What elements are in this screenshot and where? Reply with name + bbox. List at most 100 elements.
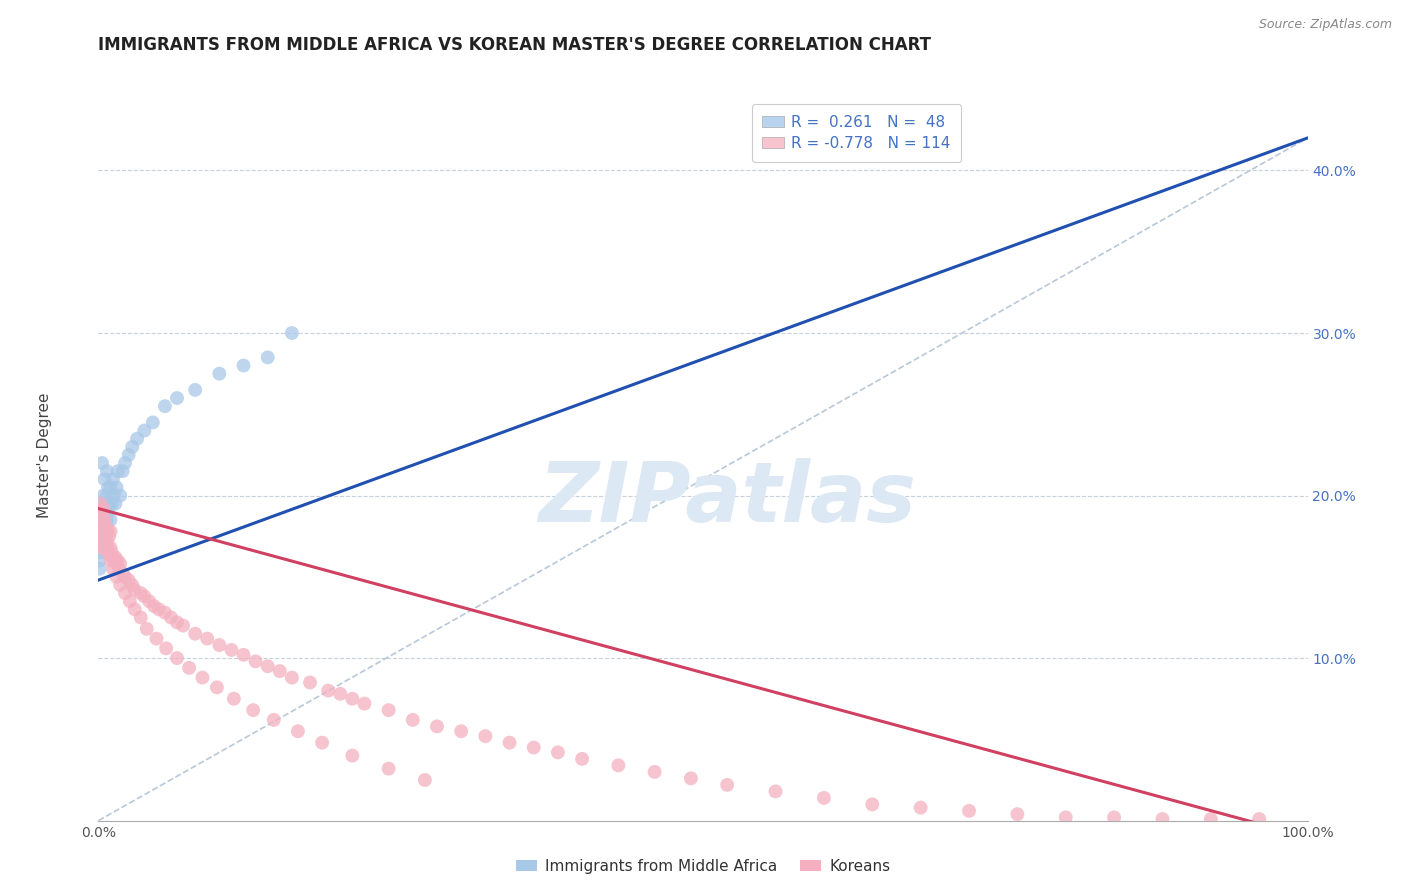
Point [98, 529, 121, 543]
Point [90, 524, 112, 539]
Point [232, 359, 254, 373]
Point [97, 505, 120, 519]
Point [89, 562, 111, 576]
Point [101, 472, 124, 486]
Point [98, 497, 121, 511]
Point [208, 367, 231, 381]
Point [108, 557, 131, 571]
Point [103, 489, 125, 503]
Point [191, 671, 214, 685]
Point [100, 480, 122, 494]
Point [91, 534, 114, 549]
Text: IMMIGRANTS FROM MIDDLE AFRICA VS KOREAN MASTER'S DEGREE CORRELATION CHART: IMMIGRANTS FROM MIDDLE AFRICA VS KOREAN … [98, 36, 931, 54]
Point [184, 626, 207, 640]
Point [97, 541, 120, 555]
Point [118, 594, 141, 608]
Point [222, 691, 245, 706]
Point [311, 736, 333, 750]
Point [124, 582, 146, 597]
Point [94, 537, 117, 551]
Point [96, 489, 118, 503]
Point [93, 529, 115, 543]
Point [134, 424, 156, 438]
Point [96, 541, 118, 555]
Point [103, 553, 125, 567]
Point [765, 784, 787, 798]
Point [269, 664, 291, 678]
Point [91, 529, 114, 543]
Point [135, 622, 157, 636]
Point [100, 553, 122, 567]
Point [450, 724, 472, 739]
Point [813, 790, 835, 805]
Point [121, 440, 143, 454]
Point [256, 659, 278, 673]
Point [166, 391, 188, 405]
Point [142, 416, 165, 430]
Point [93, 529, 115, 543]
Point [107, 464, 129, 478]
Point [91, 521, 114, 535]
Point [281, 326, 304, 340]
Point [166, 651, 188, 665]
Point [93, 521, 115, 535]
Point [263, 713, 285, 727]
Point [91, 505, 114, 519]
Point [426, 719, 449, 733]
Point [108, 562, 131, 576]
Point [1007, 807, 1029, 822]
Point [129, 610, 152, 624]
Point [96, 513, 118, 527]
Point [90, 505, 112, 519]
Point [111, 566, 134, 581]
Point [93, 541, 115, 555]
Point [377, 762, 399, 776]
Point [93, 513, 115, 527]
Point [91, 517, 114, 532]
Point [94, 497, 117, 511]
Point [377, 703, 399, 717]
Point [89, 537, 111, 551]
Point [342, 691, 364, 706]
Point [108, 578, 131, 592]
Point [523, 740, 546, 755]
Point [96, 521, 118, 535]
Point [1249, 812, 1271, 826]
Point [155, 641, 177, 656]
Point [145, 632, 167, 646]
Point [184, 383, 207, 397]
Point [245, 654, 267, 668]
Point [134, 590, 156, 604]
Point [316, 683, 339, 698]
Point [547, 745, 569, 759]
Point [97, 480, 120, 494]
Point [957, 804, 980, 818]
Point [91, 513, 114, 527]
Point [108, 489, 131, 503]
Point [1199, 812, 1222, 826]
Point [143, 599, 166, 613]
Point [89, 513, 111, 527]
Point [105, 570, 128, 584]
Point [860, 797, 883, 812]
Point [127, 432, 149, 446]
Point [91, 489, 114, 503]
Point [281, 671, 304, 685]
Point [91, 541, 114, 555]
Point [90, 545, 112, 559]
Point [100, 497, 122, 511]
Point [208, 638, 231, 652]
Point [97, 524, 120, 539]
Point [607, 758, 630, 772]
Point [679, 772, 702, 786]
Point [121, 578, 143, 592]
Point [89, 529, 111, 543]
Point [118, 573, 141, 587]
Point [96, 534, 118, 549]
Point [100, 524, 122, 539]
Point [1102, 810, 1125, 824]
Point [105, 557, 128, 571]
Point [111, 464, 134, 478]
Point [94, 524, 117, 539]
Point [104, 550, 127, 565]
